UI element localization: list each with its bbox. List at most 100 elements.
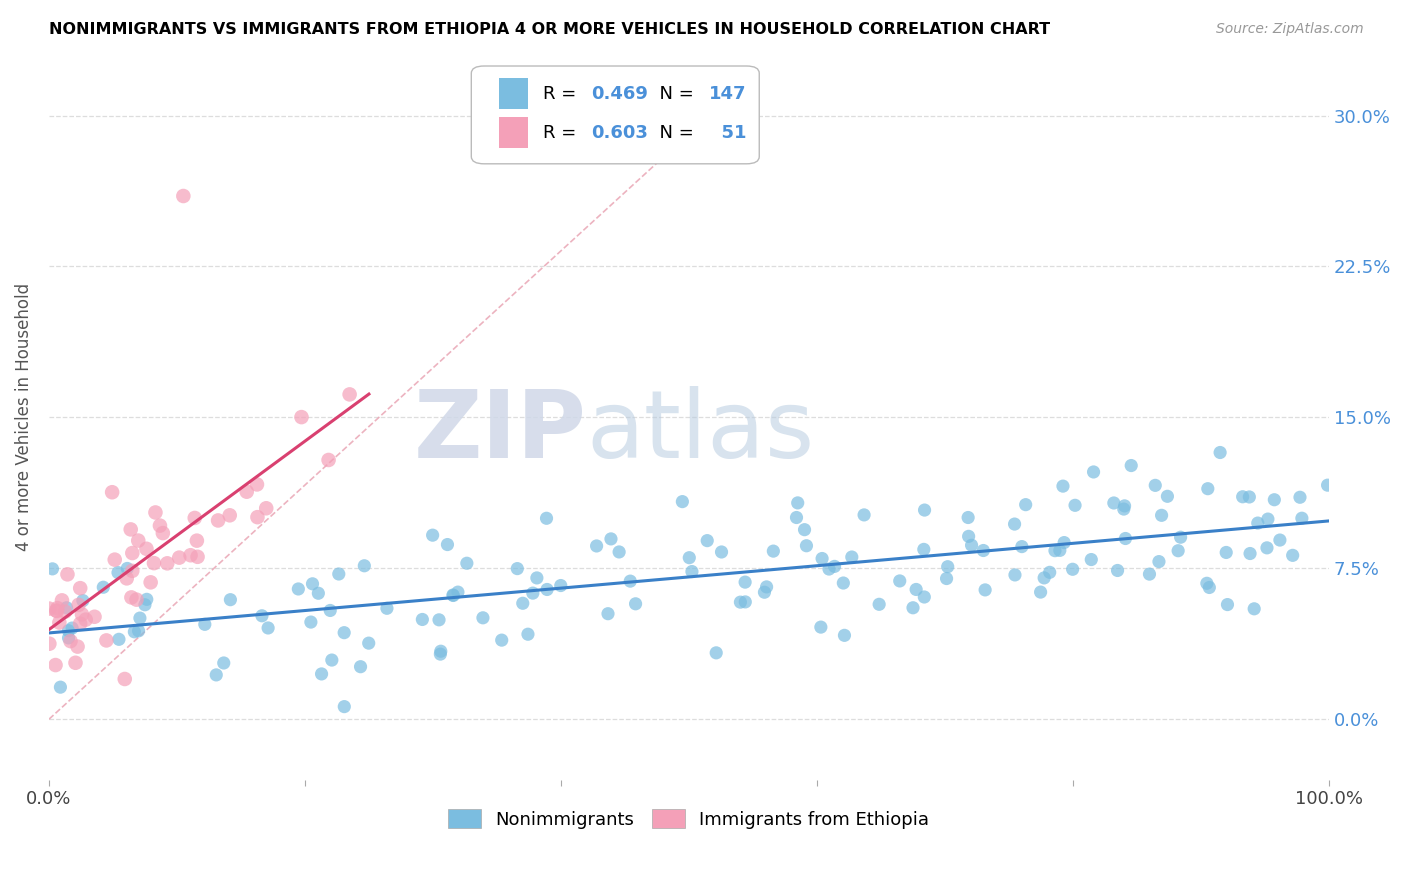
Point — [53, 605, 76, 619]
Point — [49, 680, 72, 694]
Point — [69, 616, 91, 631]
Point — [411, 612, 433, 626]
Point — [96, 633, 118, 648]
Point — [333, 699, 356, 714]
Point — [186, 533, 208, 548]
Point — [41, 562, 63, 576]
Point — [349, 659, 371, 673]
Point — [818, 562, 841, 576]
Point — [1239, 547, 1261, 561]
Point — [46, 601, 69, 615]
Point — [841, 549, 863, 564]
Point — [936, 559, 959, 574]
Point — [51, 593, 73, 607]
Point — [127, 533, 149, 548]
Point — [70, 607, 93, 622]
Point — [974, 582, 997, 597]
Point — [117, 561, 139, 575]
Point — [172, 189, 194, 203]
Point — [328, 566, 350, 581]
Point — [59, 634, 82, 648]
Point — [972, 543, 994, 558]
Point — [512, 596, 534, 610]
Point — [762, 544, 785, 558]
Point — [889, 574, 911, 588]
Point — [441, 589, 464, 603]
Point — [832, 576, 855, 591]
Point — [1156, 489, 1178, 503]
Point — [299, 615, 322, 629]
Point — [678, 550, 700, 565]
Text: NONIMMIGRANTS VS IMMIGRANTS FROM ETHIOPIA 4 OR MORE VEHICLES IN HOUSEHOLD CORREL: NONIMMIGRANTS VS IMMIGRANTS FROM ETHIOPI… — [49, 22, 1050, 37]
Point — [287, 582, 309, 596]
Point — [290, 410, 312, 425]
Point — [56, 567, 79, 582]
Point — [1064, 498, 1087, 512]
Point — [187, 549, 209, 564]
Point — [46, 604, 69, 618]
Point — [1011, 540, 1033, 554]
Point — [143, 556, 166, 570]
Point — [1083, 465, 1105, 479]
Bar — [499, 78, 527, 109]
Point — [710, 545, 733, 559]
Point — [456, 556, 478, 570]
Point — [1239, 490, 1261, 504]
Point — [246, 510, 269, 524]
Point — [45, 658, 67, 673]
Point — [536, 511, 558, 525]
Point — [128, 624, 150, 638]
Point — [1247, 516, 1270, 530]
Point — [58, 624, 80, 638]
Text: ZIP: ZIP — [413, 386, 586, 478]
Point — [1049, 543, 1071, 558]
Point — [58, 631, 80, 645]
Point — [786, 496, 808, 510]
Point — [441, 588, 464, 602]
Point — [333, 625, 356, 640]
Point — [696, 533, 718, 548]
Point — [135, 592, 157, 607]
Point — [311, 667, 333, 681]
Point — [121, 546, 143, 560]
Point — [1052, 479, 1074, 493]
Point — [1062, 562, 1084, 576]
Point — [526, 571, 548, 585]
Point — [734, 575, 756, 590]
Point — [218, 508, 240, 523]
Point — [935, 572, 957, 586]
Point — [811, 551, 834, 566]
Point — [810, 620, 832, 634]
Point — [1256, 541, 1278, 555]
Point — [318, 453, 340, 467]
Point — [704, 646, 727, 660]
Point — [135, 541, 157, 556]
Point — [120, 523, 142, 537]
Point — [1102, 496, 1125, 510]
Point — [1043, 543, 1066, 558]
Text: R =: R = — [543, 85, 582, 103]
Point — [167, 550, 190, 565]
Point — [624, 597, 647, 611]
Point — [914, 503, 936, 517]
Point — [785, 510, 807, 524]
Point — [107, 566, 129, 580]
Text: N =: N = — [648, 85, 699, 103]
Y-axis label: 4 or more Vehicles in Household: 4 or more Vehicles in Household — [15, 284, 32, 551]
Point — [905, 582, 928, 597]
Point — [834, 628, 856, 642]
Point — [1257, 512, 1279, 526]
Point — [246, 477, 269, 491]
Point — [730, 595, 752, 609]
Point — [60, 621, 83, 635]
Point — [1114, 532, 1136, 546]
Point — [257, 621, 280, 635]
Point — [212, 656, 235, 670]
Point — [853, 508, 876, 522]
Point — [235, 484, 257, 499]
Point — [149, 518, 172, 533]
Text: N =: N = — [648, 124, 699, 142]
Point — [180, 548, 202, 562]
Point — [124, 624, 146, 639]
Point — [957, 510, 980, 524]
